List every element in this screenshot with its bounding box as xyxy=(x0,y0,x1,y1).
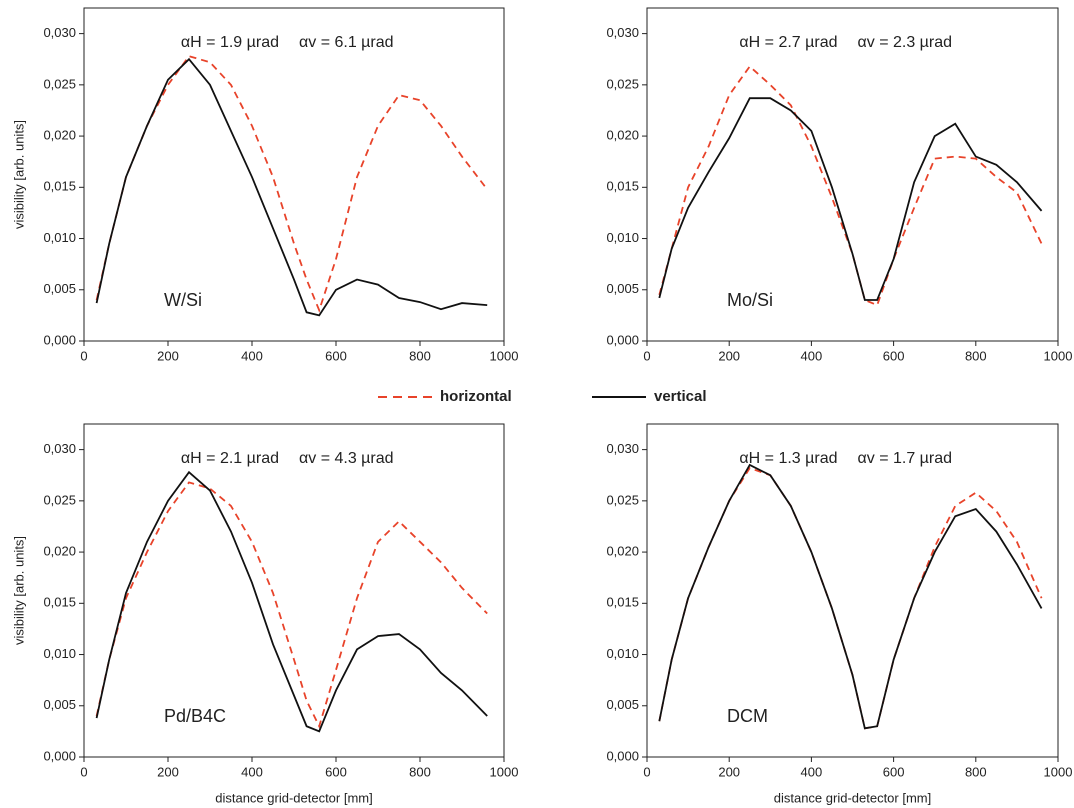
y-tick-label: 0,000 xyxy=(606,748,639,763)
x-axis-label: distance grid-detector [mm] xyxy=(774,790,932,805)
x-tick-label: 1000 xyxy=(490,348,519,363)
x-tick-label: 1000 xyxy=(1044,764,1073,779)
x-tick-label: 0 xyxy=(80,348,87,363)
x-tick-label: 400 xyxy=(241,348,263,363)
plot-frame xyxy=(83,7,505,342)
annotation: αv = 1.7 µrad xyxy=(858,450,953,467)
y-tick-label: 0,005 xyxy=(43,697,76,712)
series-line xyxy=(95,57,488,317)
y-tick-label: 0,030 xyxy=(606,441,639,456)
x-tick-label: 200 xyxy=(157,348,179,363)
plot-frame xyxy=(83,423,505,758)
y-tick-label: 0,015 xyxy=(606,595,639,610)
x-tick-label: 200 xyxy=(718,348,740,363)
annotation: αv = 4.3 µrad xyxy=(299,450,394,467)
y-tick-label: 0,030 xyxy=(43,25,76,40)
plot-frame xyxy=(646,423,1059,758)
y-tick-label: 0,010 xyxy=(606,646,639,661)
x-tick-label: 600 xyxy=(325,764,347,779)
x-axis-label: distance grid-detector [mm] xyxy=(215,790,373,805)
x-tick-label: 200 xyxy=(718,764,740,779)
y-tick-label: 0,005 xyxy=(43,281,76,296)
series-line xyxy=(658,463,1043,730)
y-tick-label: 0,020 xyxy=(606,544,639,559)
annotation: αH = 1.3 µrad xyxy=(739,450,837,467)
y-tick-label: 0,025 xyxy=(606,492,639,507)
series-line xyxy=(658,97,1043,301)
annotation: αH = 2.1 µrad xyxy=(181,450,279,467)
y-tick-label: 0,000 xyxy=(43,748,76,763)
y-tick-label: 0,025 xyxy=(43,76,76,91)
y-tick-label: 0,005 xyxy=(606,281,639,296)
y-tick-label: 0,030 xyxy=(43,441,76,456)
x-tick-label: 200 xyxy=(157,764,179,779)
annotation: αH = 1.9 µrad xyxy=(181,34,279,51)
y-tick-label: 0,000 xyxy=(606,332,639,347)
x-tick-label: 600 xyxy=(883,764,905,779)
x-tick-label: 0 xyxy=(643,348,650,363)
y-tick-label: 0,020 xyxy=(606,128,639,143)
y-tick-label: 0,010 xyxy=(606,230,639,245)
legend-label: vertical xyxy=(654,388,707,405)
series-line xyxy=(95,481,488,729)
panel-label: Mo/Si xyxy=(727,290,773,310)
y-tick-label: 0,010 xyxy=(43,646,76,661)
y-tick-label: 0,010 xyxy=(43,230,76,245)
series-line xyxy=(658,65,1043,307)
y-axis-label: visibility [arb. units] xyxy=(11,536,26,645)
y-tick-label: 0,000 xyxy=(43,332,76,347)
x-tick-label: 400 xyxy=(241,764,263,779)
y-axis-label: visibility [arb. units] xyxy=(11,120,26,229)
x-tick-label: 600 xyxy=(883,348,905,363)
plot-frame xyxy=(646,7,1059,342)
y-tick-label: 0,030 xyxy=(606,25,639,40)
x-tick-label: 600 xyxy=(325,348,347,363)
x-tick-label: 800 xyxy=(965,764,987,779)
annotation: αv = 2.3 µrad xyxy=(858,34,953,51)
y-tick-label: 0,020 xyxy=(43,544,76,559)
y-tick-label: 0,005 xyxy=(606,697,639,712)
series-line xyxy=(658,466,1043,730)
panel-label: W/Si xyxy=(164,290,202,310)
legend-label: horizontal xyxy=(440,388,512,405)
panel-label: DCM xyxy=(727,706,768,726)
x-tick-label: 0 xyxy=(80,764,87,779)
series-line xyxy=(95,470,488,733)
panel-label: Pd/B4C xyxy=(164,706,226,726)
y-tick-label: 0,015 xyxy=(606,179,639,194)
y-tick-label: 0,015 xyxy=(43,595,76,610)
x-tick-label: 800 xyxy=(409,764,431,779)
x-tick-label: 1000 xyxy=(490,764,519,779)
annotation: αv = 6.1 µrad xyxy=(299,34,394,51)
x-tick-label: 800 xyxy=(409,348,431,363)
y-tick-label: 0,020 xyxy=(43,128,76,143)
y-tick-label: 0,015 xyxy=(43,179,76,194)
x-tick-label: 800 xyxy=(965,348,987,363)
x-tick-label: 0 xyxy=(643,764,650,779)
x-tick-label: 1000 xyxy=(1044,348,1073,363)
y-tick-label: 0,025 xyxy=(43,492,76,507)
annotation: αH = 2.7 µrad xyxy=(739,34,837,51)
y-tick-label: 0,025 xyxy=(606,76,639,91)
x-tick-label: 400 xyxy=(801,764,823,779)
x-tick-label: 400 xyxy=(801,348,823,363)
